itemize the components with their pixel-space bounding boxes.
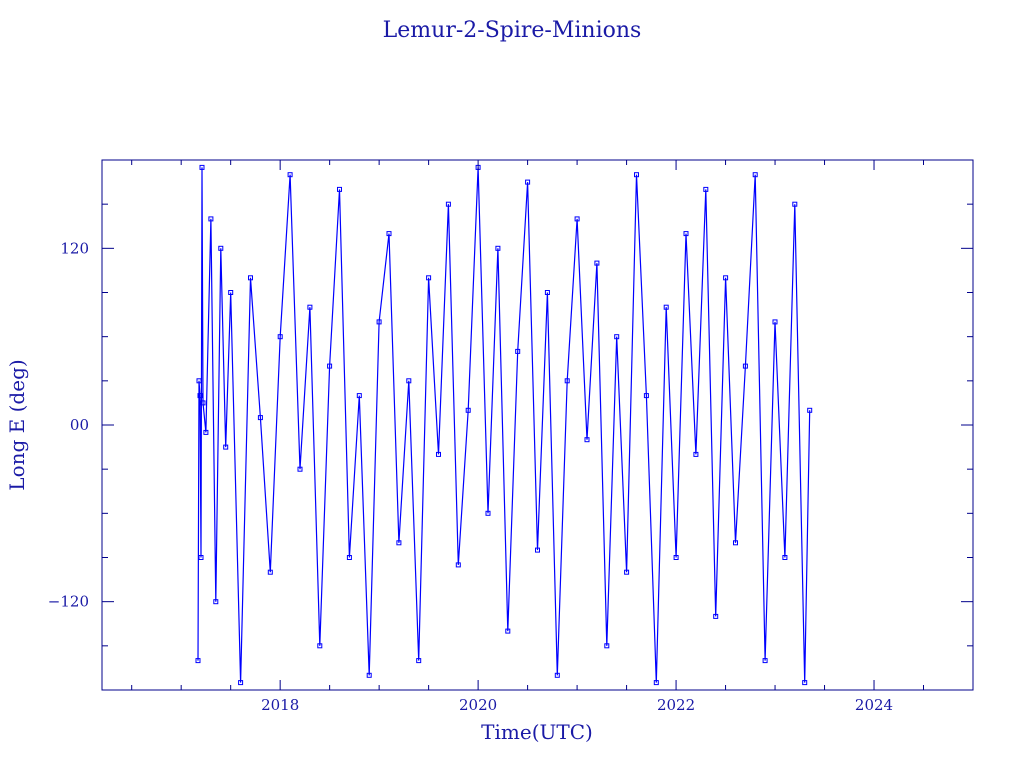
- data-point: [703, 186, 709, 192]
- data-point: [366, 672, 372, 678]
- x-axis-label: Time(UTC): [481, 720, 593, 744]
- data-point: [465, 407, 471, 413]
- data-point: [733, 540, 738, 546]
- data-point: [297, 466, 303, 472]
- data-point: [386, 231, 392, 237]
- data-point: [554, 672, 560, 678]
- data-point: [277, 334, 283, 340]
- data-point: [327, 363, 333, 369]
- data-point: [208, 216, 214, 222]
- y-tick-label: 120: [60, 239, 89, 257]
- data-point: [396, 540, 402, 546]
- x-tick-label: 2018: [261, 696, 299, 714]
- data-point: [203, 429, 209, 435]
- data-point: [792, 201, 798, 207]
- data-point: [505, 628, 511, 634]
- data-point: [346, 555, 352, 560]
- data-point: [653, 680, 659, 686]
- data-point: [195, 658, 201, 664]
- data-point: [584, 437, 590, 443]
- plot-frame: [101, 159, 974, 691]
- data-point: [197, 393, 203, 399]
- x-tick-label: 2020: [459, 696, 497, 714]
- data-point: [673, 555, 679, 560]
- data-point: [762, 658, 768, 664]
- data-point: [445, 201, 451, 207]
- data-point: [267, 569, 273, 575]
- y-tick-label: −120: [48, 593, 89, 611]
- data-point: [238, 680, 244, 686]
- chart-title: Lemur-2-Spire-Minions: [383, 18, 642, 43]
- data-point: [713, 613, 719, 619]
- data-point: [742, 363, 748, 369]
- data-point: [426, 275, 432, 281]
- data-point: [772, 319, 778, 325]
- data-point: [802, 680, 808, 686]
- data-point: [213, 599, 219, 605]
- data-point: [337, 186, 342, 192]
- data-point: [544, 290, 550, 295]
- data-point: [317, 643, 323, 649]
- data-point: [376, 319, 382, 325]
- data-point: [307, 304, 313, 310]
- data-point: [356, 393, 362, 399]
- data-point: [196, 378, 202, 384]
- data-point: [723, 275, 729, 281]
- data-point: [257, 415, 263, 421]
- data-point: [287, 172, 293, 178]
- data-point: [228, 290, 234, 295]
- data-point: [406, 378, 412, 384]
- data-point: [634, 172, 639, 178]
- data-point: [624, 569, 630, 575]
- data-point: [693, 451, 699, 457]
- data-point: [643, 393, 649, 399]
- data-point: [782, 555, 788, 560]
- data-point: [199, 164, 205, 170]
- y-axis-label: Long E (deg): [5, 359, 29, 490]
- data-point: [752, 172, 758, 178]
- series-0: [195, 164, 813, 686]
- x-tick-label: 2024: [855, 696, 893, 714]
- data-point: [614, 334, 620, 340]
- series-line: [197, 167, 811, 683]
- data-point: [200, 400, 206, 406]
- plot-layer: [195, 164, 813, 686]
- data-point: [683, 231, 689, 237]
- data-point: [564, 378, 570, 384]
- data-point: [485, 510, 491, 516]
- data-point: [604, 643, 610, 649]
- data-point: [223, 444, 229, 450]
- data-point: [248, 275, 253, 281]
- data-point: [495, 245, 501, 251]
- data-point: [218, 245, 224, 251]
- data-point: [594, 260, 600, 266]
- data-point: [515, 348, 521, 354]
- data-point: [455, 562, 461, 568]
- data-point: [525, 179, 531, 185]
- data-point: [663, 304, 669, 310]
- data-point: [535, 547, 540, 553]
- axis-layer: 2018 2020 2022 2024 −120 00 120: [48, 159, 974, 714]
- data-point: [574, 216, 580, 222]
- x-tick-label: 2022: [657, 696, 695, 714]
- data-point: [416, 658, 422, 664]
- data-point: [198, 555, 204, 560]
- data-point: [807, 407, 813, 413]
- data-point: [436, 451, 441, 457]
- y-tick-label: 00: [70, 416, 89, 434]
